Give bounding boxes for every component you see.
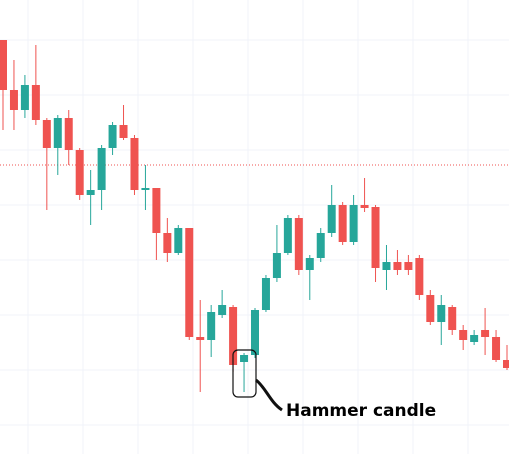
annotation-text: Hammer candle: [286, 401, 436, 421]
candle-body: [305, 258, 314, 270]
candle-body: [470, 335, 479, 342]
candle-body: [338, 205, 347, 242]
candle-body: [360, 205, 369, 208]
candle-body: [415, 258, 424, 295]
candle-body: [0, 40, 7, 90]
candle-body: [53, 118, 62, 148]
candle-body: [130, 138, 139, 190]
candle-body: [152, 188, 161, 233]
candle-body: [218, 305, 227, 315]
candle-body: [229, 307, 238, 365]
candle-body: [272, 253, 281, 278]
candle-body: [437, 305, 446, 322]
candle-body: [207, 312, 216, 340]
annotation-box: [232, 349, 257, 398]
candle-body: [393, 262, 402, 270]
candle-body: [426, 295, 435, 322]
candle-body: [371, 207, 380, 268]
candle-body: [75, 150, 84, 195]
candle-body: [382, 262, 391, 270]
candles: [0, 40, 509, 392]
candle-body: [42, 120, 51, 148]
candle-body: [349, 205, 358, 242]
candle-body: [492, 337, 501, 360]
candle-body: [9, 90, 18, 110]
candle-body: [163, 233, 172, 253]
candle-body: [448, 307, 457, 330]
candle-body: [108, 125, 117, 148]
candle-body: [316, 233, 325, 258]
candle-body: [283, 218, 292, 253]
candle-body: [141, 188, 150, 190]
candle-body: [404, 262, 413, 270]
candle-body: [240, 355, 249, 362]
candle-body: [20, 85, 29, 110]
candle-body: [327, 205, 336, 233]
candle-body: [261, 278, 270, 310]
candle-body: [459, 330, 468, 340]
candle-body: [31, 85, 40, 120]
candle-body: [481, 330, 490, 337]
candle-body: [503, 360, 509, 368]
candle-body: [185, 228, 194, 337]
candle-body: [251, 310, 259, 355]
candle-body: [119, 125, 128, 138]
candle-body: [97, 148, 106, 190]
candle-body: [196, 337, 205, 340]
candle-body: [86, 190, 95, 195]
annotation-arrow: [255, 378, 283, 412]
candle-body: [64, 118, 73, 150]
candle-body: [174, 228, 183, 253]
candle-body: [294, 218, 303, 270]
